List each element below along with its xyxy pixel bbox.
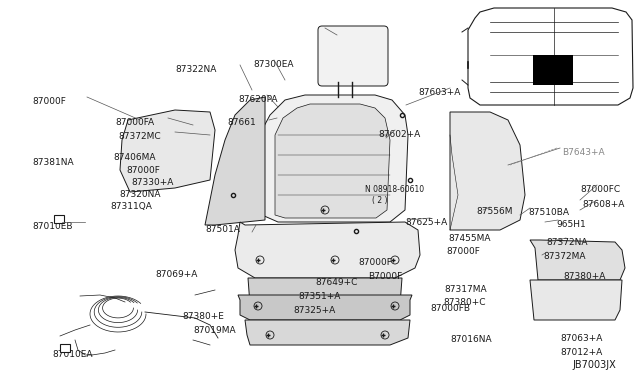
Text: 87602+A: 87602+A — [378, 130, 420, 139]
Text: 87010EA: 87010EA — [52, 350, 93, 359]
Text: 87300EA: 87300EA — [253, 60, 294, 69]
Text: 87380+A: 87380+A — [563, 272, 605, 281]
Polygon shape — [262, 95, 408, 222]
Text: 87608+A: 87608+A — [582, 200, 625, 209]
Text: 87406MA: 87406MA — [113, 153, 156, 162]
Text: 87000FC: 87000FC — [580, 185, 620, 194]
Text: 87322NA: 87322NA — [175, 65, 216, 74]
Text: 87510BA: 87510BA — [528, 208, 569, 217]
Text: 86400: 86400 — [325, 28, 354, 37]
Polygon shape — [245, 320, 410, 345]
Text: 87501A: 87501A — [205, 225, 240, 234]
Polygon shape — [238, 295, 412, 320]
Text: 965H1: 965H1 — [556, 220, 586, 229]
Text: 87380+C: 87380+C — [443, 298, 486, 307]
Text: ( 2 ): ( 2 ) — [372, 196, 387, 205]
Polygon shape — [120, 110, 215, 192]
Text: 87000FB: 87000FB — [430, 304, 470, 313]
Polygon shape — [235, 222, 420, 278]
Text: 87000F: 87000F — [446, 247, 480, 256]
Text: 87317MA: 87317MA — [444, 285, 486, 294]
Text: 87000F: 87000F — [32, 97, 66, 106]
Polygon shape — [205, 97, 265, 225]
Text: 87455MA: 87455MA — [448, 234, 490, 243]
Bar — [60, 344, 70, 352]
Text: 87069+A: 87069+A — [155, 270, 197, 279]
Text: 87351+A: 87351+A — [298, 292, 340, 301]
Text: 87661: 87661 — [227, 118, 256, 127]
Text: B7643+A: B7643+A — [562, 148, 605, 157]
Text: 87556M: 87556M — [476, 207, 513, 216]
Text: JB7003JX: JB7003JX — [572, 360, 616, 370]
Text: 87325+A: 87325+A — [293, 306, 335, 315]
Text: N 08918-60610: N 08918-60610 — [365, 185, 424, 194]
Bar — [54, 215, 64, 223]
Text: 87330+A: 87330+A — [131, 178, 173, 187]
Text: 87381NA: 87381NA — [32, 158, 74, 167]
Text: 87311QA: 87311QA — [110, 202, 152, 211]
Text: 87000F: 87000F — [126, 166, 160, 175]
Text: 87320NA: 87320NA — [119, 190, 161, 199]
Text: B7000F: B7000F — [368, 272, 403, 281]
Polygon shape — [248, 278, 402, 305]
Text: 87649+C: 87649+C — [315, 278, 357, 287]
Text: 87372MA: 87372MA — [543, 252, 586, 261]
Polygon shape — [450, 112, 525, 230]
Text: 87000FA: 87000FA — [115, 118, 154, 127]
Text: 87019MA: 87019MA — [193, 326, 236, 335]
Text: 87603+A: 87603+A — [418, 88, 460, 97]
Text: 87016NA: 87016NA — [450, 335, 492, 344]
Text: 87012+A: 87012+A — [560, 348, 602, 357]
Text: 87010EB: 87010EB — [32, 222, 72, 231]
Polygon shape — [468, 8, 633, 105]
Polygon shape — [530, 240, 625, 280]
Bar — [533, 55, 573, 85]
Text: 87372MC: 87372MC — [118, 132, 161, 141]
Text: 87625+A: 87625+A — [405, 218, 447, 227]
FancyBboxPatch shape — [318, 26, 388, 86]
Text: 87372NA: 87372NA — [546, 238, 588, 247]
Text: 87000F: 87000F — [358, 258, 392, 267]
Text: 87063+A: 87063+A — [560, 334, 602, 343]
Text: 87620PA: 87620PA — [238, 95, 278, 104]
Text: 87380+E: 87380+E — [182, 312, 224, 321]
Polygon shape — [530, 280, 622, 320]
Polygon shape — [275, 104, 390, 218]
